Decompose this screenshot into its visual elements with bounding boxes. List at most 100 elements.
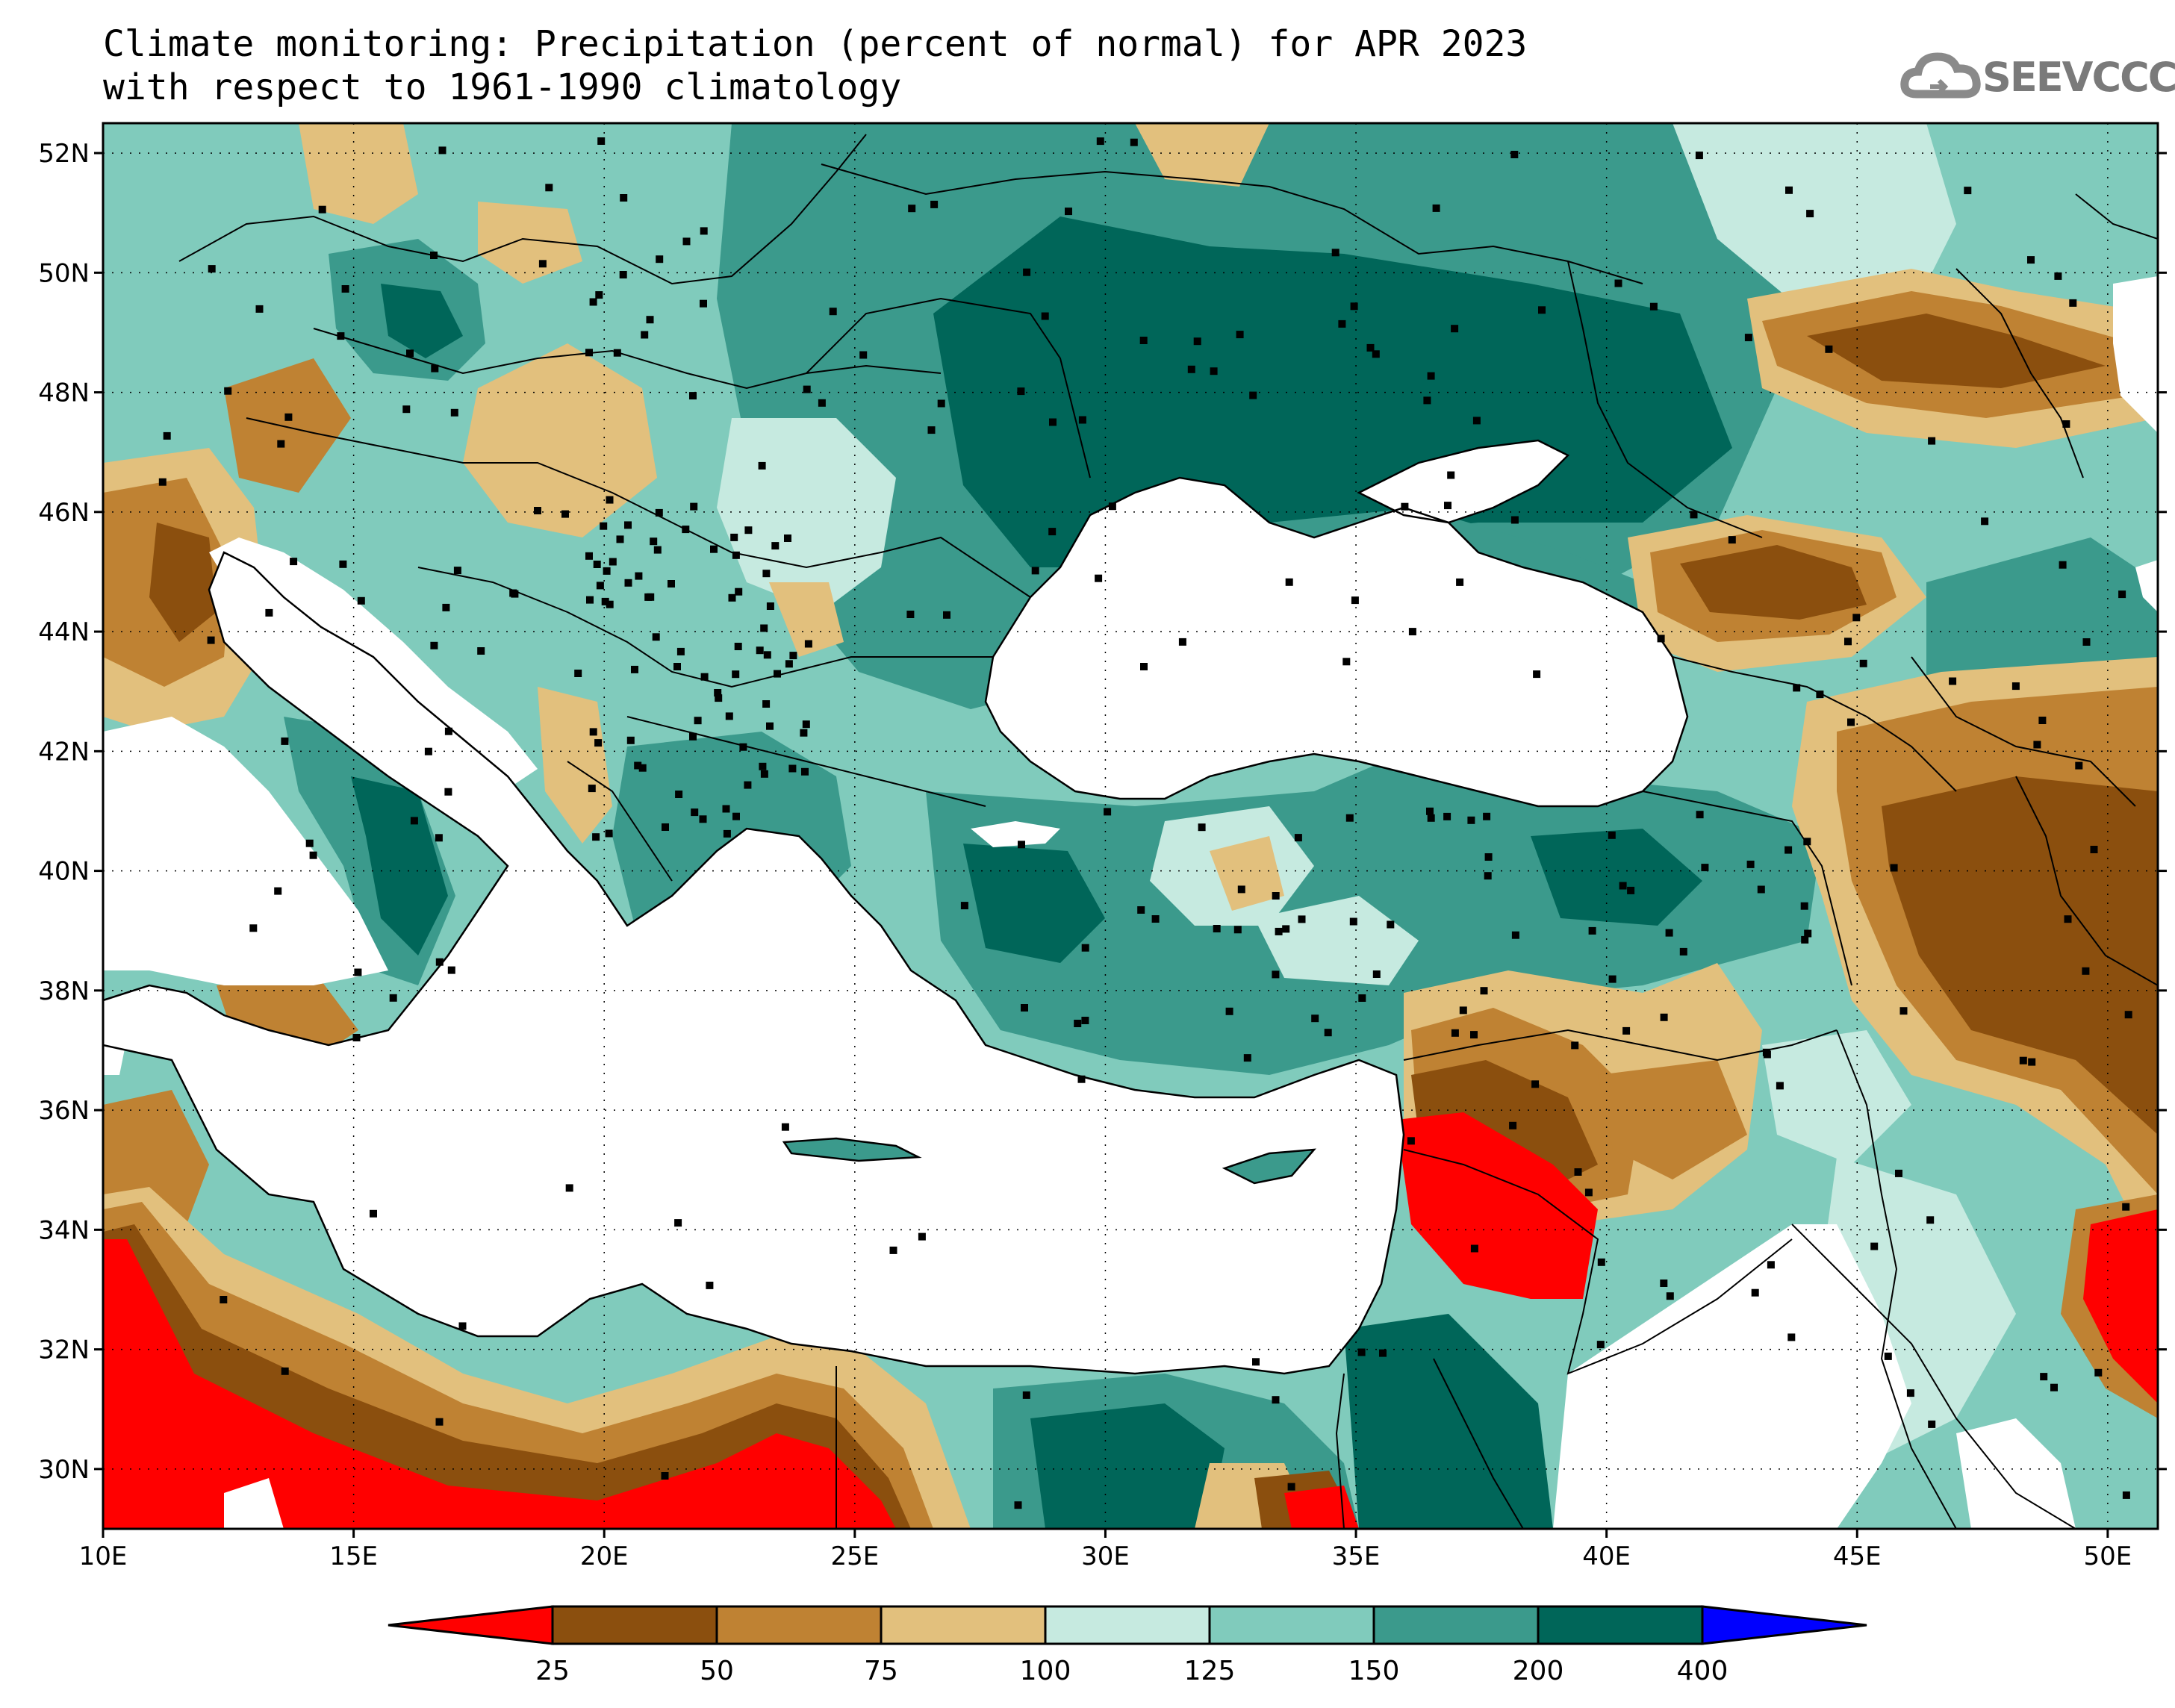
station-marker [710,545,718,553]
station-marker [453,567,461,575]
title-line-2: with respect to 1961-1990 climatology [103,66,902,108]
station-marker [918,1232,926,1241]
tan-zone-poland [478,202,582,284]
station-marker [653,546,662,554]
station-marker [1511,931,1519,939]
station-marker [1614,279,1622,287]
station-marker [732,670,740,679]
station-marker [357,596,365,605]
station-marker [1928,437,1936,445]
station-marker [410,817,418,825]
station-marker [477,647,485,655]
colorbar-label: 400 [1677,1656,1729,1686]
station-marker [784,534,791,542]
station-marker [689,392,697,400]
station-marker [725,712,733,720]
station-marker [601,597,609,605]
station-marker [1787,1333,1796,1341]
station-marker [638,764,647,772]
station-marker [1762,1048,1770,1056]
station-marker [1139,337,1148,344]
nodata-caspian [2113,276,2158,433]
station-marker [1387,920,1395,929]
station-marker [2040,1373,2048,1381]
station-marker [1447,471,1455,479]
station-marker [700,299,707,308]
nodata-zone-libya [224,1478,284,1529]
station-marker [732,812,740,820]
station-marker [406,349,414,358]
station-marker [788,764,797,773]
station-marker [1509,1121,1517,1129]
station-marker [699,815,707,823]
station-marker [1728,536,1736,544]
station-marker [644,593,653,601]
station-marker [594,739,603,747]
lat-tick-label: 36N [38,1096,90,1126]
station-marker [728,593,736,602]
station-marker [1744,334,1752,342]
lat-tick-label: 40N [38,857,90,887]
station-marker [1137,906,1145,914]
station-marker [1345,814,1354,822]
sea-tyrrhenian [103,717,388,985]
station-marker [744,781,752,789]
cloud-icon [1900,52,1981,99]
station-marker [1198,823,1206,832]
station-marker [424,747,432,755]
lon-tick-label: 20E [580,1542,629,1571]
station-marker [1049,418,1057,426]
station-marker [208,265,216,273]
station-marker [1801,935,1809,944]
station-marker [785,660,793,668]
station-marker [1666,1292,1674,1300]
tan-zone-anatolia [1210,836,1284,911]
station-marker [1619,882,1627,890]
station-marker [1690,511,1698,519]
station-marker [1272,892,1280,900]
station-marker [1096,137,1104,146]
station-marker [1847,718,1855,726]
station-marker [1187,365,1195,373]
station-marker [1358,994,1366,1002]
colorbar-label: 75 [864,1656,898,1686]
sea-adriatic [209,537,538,784]
station-marker [318,205,326,214]
station-marker [2038,717,2047,724]
station-marker [1095,574,1103,582]
station-marker [1657,635,1665,643]
station-marker [1108,502,1116,511]
station-marker [2122,1203,2130,1211]
station-marker [631,665,638,673]
lat-tick-label: 38N [38,976,90,1006]
station-marker [2124,1011,2132,1019]
station-marker [735,587,743,596]
station-marker [1252,1358,1260,1366]
station-marker [635,572,643,580]
station-marker [545,184,553,192]
station-marker [1533,670,1541,679]
station-marker [756,646,764,655]
station-marker [734,643,742,650]
station-marker [624,521,632,529]
graticule [103,123,2158,1529]
station-marker [620,194,628,202]
colorbar-segment [880,1605,1047,1645]
station-marker [714,689,722,696]
station-marker [1803,838,1811,846]
station-marker [766,722,774,730]
station-marker [732,551,740,559]
station-marker [450,408,458,417]
station-marker [1472,417,1481,425]
station-marker [1470,1031,1478,1039]
station-marker [1660,1013,1668,1021]
station-marker [1785,846,1793,854]
station-marker [1793,684,1801,692]
station-marker [1407,1137,1415,1145]
station-marker [1081,1017,1089,1024]
station-marker [1372,970,1381,978]
station-marker [1806,210,1814,218]
station-marker [730,533,738,541]
station-marker [600,522,608,530]
station-marker [458,1322,467,1330]
